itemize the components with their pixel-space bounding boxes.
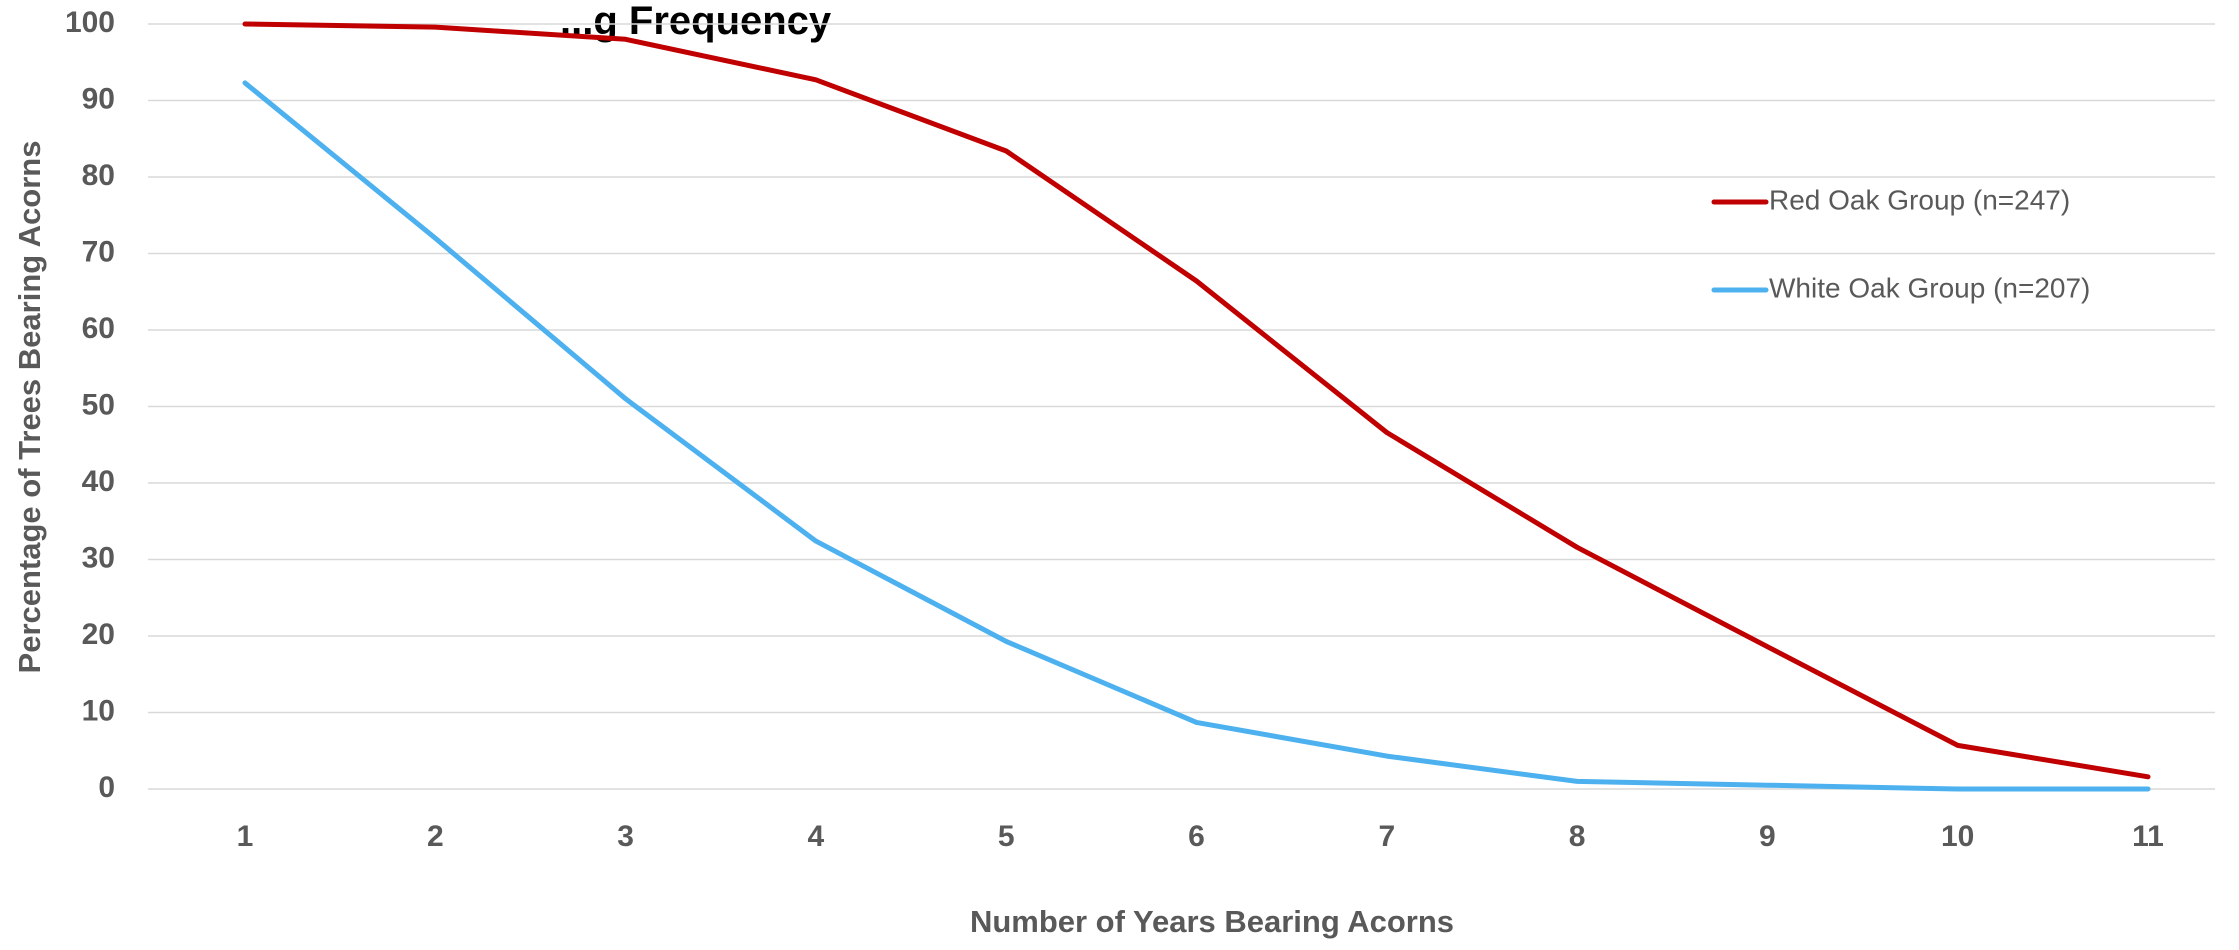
x-tick-label: 5 [998,820,1015,853]
x-axis-title: Number of Years Bearing Acorns [970,904,1454,939]
y-tick-label: 20 [82,618,115,651]
gridlines [148,23,2215,790]
x-tick-label: 9 [1759,820,1776,853]
y-tick-label: 80 [82,159,115,192]
y-tick-label: 30 [82,541,115,574]
x-tick-label: 4 [808,820,825,853]
y-tick-label: 50 [82,388,115,421]
legend-label: White Oak Group (n=207) [1769,272,2090,303]
series-lines [242,21,2151,792]
y-tick-label: 10 [82,694,115,727]
x-tick-label: 8 [1569,820,1586,853]
series-line-1 [242,80,2151,792]
y-tick-label: 70 [82,235,115,268]
series-line-0 [242,21,2151,780]
y-axis-ticks: 0 10 20 30 40 50 60 70 80 90 100 [65,6,115,804]
legend-label: Red Oak Group (n=247) [1769,184,2070,215]
x-tick-label: 11 [2132,820,2164,853]
x-tick-label: 10 [1941,820,1974,853]
y-tick-label: 100 [65,6,115,39]
x-tick-label: 3 [617,820,634,853]
x-axis-ticks: 1 2 3 4 5 6 7 8 9 10 11 [237,820,2164,853]
y-tick-label: 60 [82,312,115,345]
x-tick-label: 7 [1378,820,1395,853]
x-tick-label: 2 [427,820,444,853]
legend: Red Oak Group (n=247) White Oak Group (n=… [1711,184,2090,303]
y-tick-label: 40 [82,465,115,498]
y-axis-title: Percentage of Trees Bearing Acorns [12,141,47,674]
x-tick-label: 1 [237,820,254,853]
x-tick-label: 6 [1188,820,1205,853]
y-tick-label: 90 [82,82,115,115]
y-tick-label: 0 [98,771,115,804]
